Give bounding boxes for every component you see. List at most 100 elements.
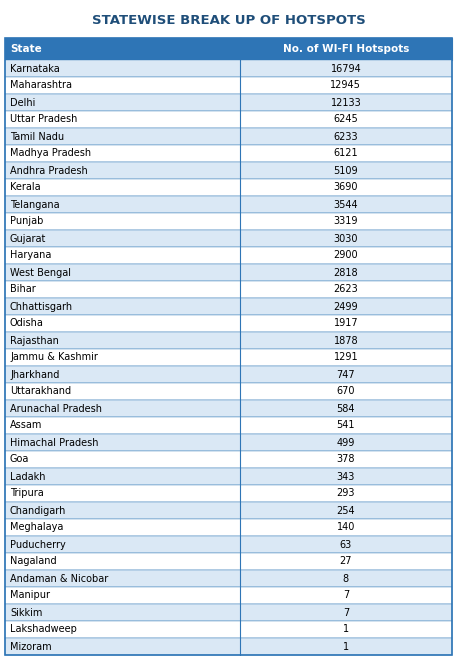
Text: Gujarat: Gujarat xyxy=(10,234,46,243)
Bar xyxy=(5,349,452,366)
Bar xyxy=(5,485,452,502)
Text: Arunachal Pradesh: Arunachal Pradesh xyxy=(10,403,102,413)
Text: 2623: 2623 xyxy=(334,285,358,295)
Text: Puducherry: Puducherry xyxy=(10,539,66,550)
Text: 254: 254 xyxy=(336,506,355,516)
Bar xyxy=(5,298,452,315)
Text: Uttar Pradesh: Uttar Pradesh xyxy=(10,115,77,125)
Text: 293: 293 xyxy=(337,489,355,499)
Bar xyxy=(5,536,452,553)
Text: 2900: 2900 xyxy=(334,251,358,260)
Bar xyxy=(5,638,452,655)
Text: No. of WI-FI Hotspots: No. of WI-FI Hotspots xyxy=(282,44,409,54)
Bar xyxy=(5,145,452,162)
Bar xyxy=(5,417,452,434)
Bar xyxy=(5,128,452,145)
Bar xyxy=(5,162,452,179)
Text: 2499: 2499 xyxy=(334,302,358,312)
Text: Chhattisgarh: Chhattisgarh xyxy=(10,302,73,312)
Text: 3030: 3030 xyxy=(334,234,358,243)
Bar xyxy=(5,553,452,570)
Bar xyxy=(5,111,452,128)
Bar xyxy=(5,451,452,468)
Text: Karnataka: Karnataka xyxy=(10,64,60,73)
Text: Nagaland: Nagaland xyxy=(10,556,57,567)
Text: Odisha: Odisha xyxy=(10,319,44,329)
Text: Kerala: Kerala xyxy=(10,182,41,192)
Bar xyxy=(5,366,452,383)
Bar xyxy=(5,621,452,638)
Bar xyxy=(5,383,452,400)
Text: Goa: Goa xyxy=(10,455,29,464)
Bar xyxy=(5,434,452,451)
Text: Madhya Pradesh: Madhya Pradesh xyxy=(10,148,91,159)
Bar xyxy=(5,94,452,111)
Text: 12133: 12133 xyxy=(330,98,361,108)
Text: 1917: 1917 xyxy=(334,319,358,329)
Text: 5109: 5109 xyxy=(334,165,358,176)
Text: STATEWISE BREAK UP OF HOTSPOTS: STATEWISE BREAK UP OF HOTSPOTS xyxy=(91,14,366,26)
Text: State: State xyxy=(10,44,42,54)
Text: 7: 7 xyxy=(343,607,349,617)
Bar xyxy=(5,264,452,281)
Bar xyxy=(5,332,452,349)
Text: Tripura: Tripura xyxy=(10,489,44,499)
Text: Bihar: Bihar xyxy=(10,285,36,295)
Text: 6121: 6121 xyxy=(334,148,358,159)
Text: Lakshadweep: Lakshadweep xyxy=(10,625,77,634)
Bar xyxy=(5,60,452,77)
Bar xyxy=(5,77,452,94)
Text: 670: 670 xyxy=(337,386,355,396)
Text: 499: 499 xyxy=(337,438,355,447)
Text: Manipur: Manipur xyxy=(10,590,50,600)
Bar xyxy=(5,281,452,298)
Text: Andaman & Nicobar: Andaman & Nicobar xyxy=(10,573,108,583)
Text: 1: 1 xyxy=(343,625,349,634)
Text: Uttarakhand: Uttarakhand xyxy=(10,386,71,396)
Text: 1291: 1291 xyxy=(334,352,358,363)
Text: 63: 63 xyxy=(340,539,352,550)
Text: 378: 378 xyxy=(337,455,355,464)
Text: Mizoram: Mizoram xyxy=(10,642,52,651)
Text: 7: 7 xyxy=(343,590,349,600)
Bar xyxy=(5,604,452,621)
Text: 1: 1 xyxy=(343,642,349,651)
Text: Meghalaya: Meghalaya xyxy=(10,522,64,533)
Text: Jammu & Kashmir: Jammu & Kashmir xyxy=(10,352,98,363)
Text: Rajasthan: Rajasthan xyxy=(10,335,59,346)
Bar xyxy=(5,315,452,332)
Text: 343: 343 xyxy=(337,472,355,482)
Text: 6245: 6245 xyxy=(334,115,358,125)
Text: Ladakh: Ladakh xyxy=(10,472,46,482)
Text: 541: 541 xyxy=(337,420,355,430)
Bar xyxy=(5,570,452,587)
Text: Punjab: Punjab xyxy=(10,216,43,226)
Bar xyxy=(5,213,452,230)
Text: 3690: 3690 xyxy=(334,182,358,192)
Text: 8: 8 xyxy=(343,573,349,583)
Text: Tamil Nadu: Tamil Nadu xyxy=(10,131,64,142)
Text: 1878: 1878 xyxy=(334,335,358,346)
Text: Haryana: Haryana xyxy=(10,251,51,260)
Text: 27: 27 xyxy=(340,556,352,567)
Text: 2818: 2818 xyxy=(334,268,358,277)
Bar xyxy=(5,587,452,604)
Bar xyxy=(5,502,452,519)
Bar xyxy=(5,230,452,247)
Bar xyxy=(5,468,452,485)
Text: Himachal Pradesh: Himachal Pradesh xyxy=(10,438,99,447)
Text: 12945: 12945 xyxy=(330,81,361,91)
Text: 16794: 16794 xyxy=(330,64,361,73)
Text: 6233: 6233 xyxy=(334,131,358,142)
Text: 3544: 3544 xyxy=(334,199,358,209)
Text: Jharkhand: Jharkhand xyxy=(10,369,59,380)
Text: West Bengal: West Bengal xyxy=(10,268,71,277)
Text: Sikkim: Sikkim xyxy=(10,607,43,617)
Bar xyxy=(5,519,452,536)
Text: Andhra Pradesh: Andhra Pradesh xyxy=(10,165,88,176)
Text: Assam: Assam xyxy=(10,420,43,430)
Text: Delhi: Delhi xyxy=(10,98,35,108)
Text: 140: 140 xyxy=(337,522,355,533)
Bar xyxy=(5,179,452,196)
Text: 3319: 3319 xyxy=(334,216,358,226)
